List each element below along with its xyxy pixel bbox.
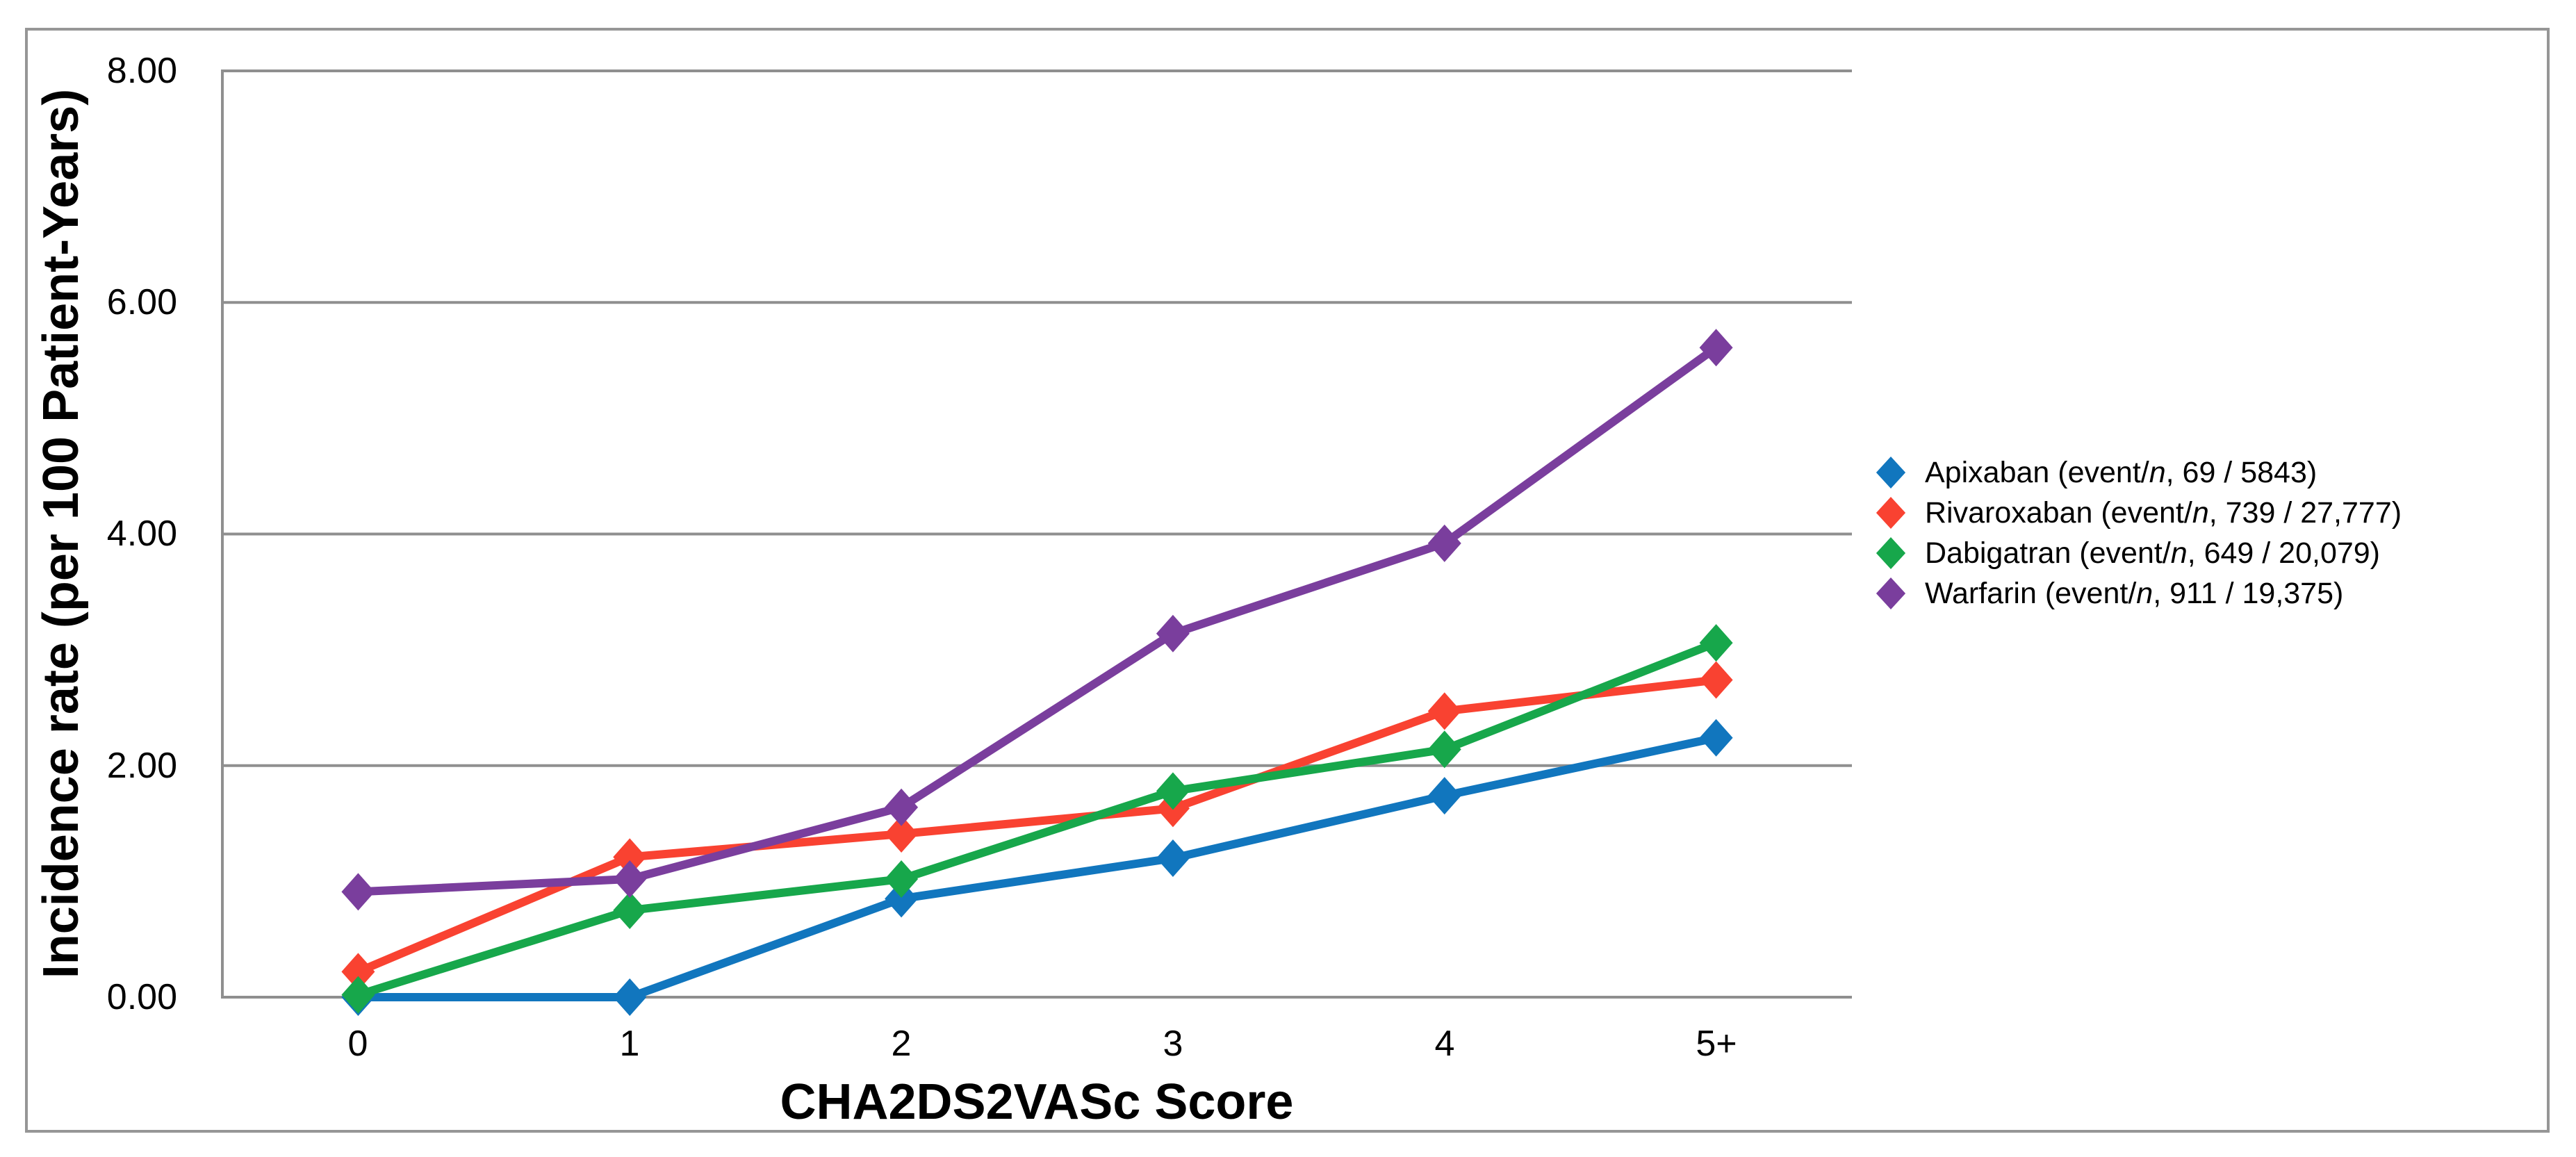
legend-label: Apixaban (event/n, 69 / 5843) <box>1925 455 2317 489</box>
data-point-warfarin-3 <box>1156 614 1190 653</box>
diamond-shape <box>1876 577 1906 609</box>
diamond-marker-icon <box>1876 457 1906 489</box>
data-point-warfarin-5+ <box>1699 329 1733 367</box>
x-tick-label: 4 <box>1434 1024 1455 1064</box>
legend-item-dabigatran: Dabigatran (event/n, 649 / 20,079) <box>1875 533 2402 573</box>
data-point-apixaban-2 <box>885 880 919 918</box>
x-tick-label: 5+ <box>1696 1024 1737 1064</box>
data-point-dabigatran-2 <box>885 860 919 898</box>
data-point-apixaban-1 <box>613 978 647 1016</box>
data-point-rivaroxaban-5+ <box>1699 661 1733 699</box>
data-point-dabigatran-0 <box>341 976 375 1014</box>
data-point-apixaban-5+ <box>1699 719 1733 757</box>
y-tick-label: 0.00 <box>106 977 177 1017</box>
y-tick-label: 2.00 <box>106 746 177 786</box>
diamond-shape <box>1876 537 1906 569</box>
data-point-rivaroxaban-4 <box>1427 692 1461 730</box>
diamond-marker-icon <box>1876 577 1906 609</box>
series-line-dabigatran <box>354 639 1721 999</box>
series-line-apixaban <box>354 733 1721 1001</box>
data-point-rivaroxaban-1 <box>613 838 647 876</box>
data-point-warfarin-1 <box>613 860 647 898</box>
diamond-marker-icon <box>1876 497 1906 529</box>
data-point-apixaban-3 <box>1156 839 1190 878</box>
data-point-rivaroxaban-2 <box>885 815 919 853</box>
x-tick-label: 0 <box>347 1024 368 1064</box>
data-point-warfarin-2 <box>885 788 919 826</box>
legend-label: Dabigatran (event/n, 649 / 20,079) <box>1925 536 2381 570</box>
data-point-warfarin-4 <box>1427 524 1461 562</box>
legend-label: Rivaroxaban (event/n, 739 / 27,777) <box>1925 495 2402 530</box>
data-point-rivaroxaban-0 <box>341 953 375 991</box>
legend-label: Warfarin (event/n, 911 / 19,375) <box>1925 576 2344 610</box>
series-line-warfarin <box>354 343 1721 896</box>
y-tick-label: 4.00 <box>106 514 177 554</box>
series-line-rivaroxaban <box>354 675 1721 976</box>
x-tick-label: 3 <box>1163 1024 1183 1064</box>
y-tick-label: 6.00 <box>106 282 177 322</box>
x-axis-title: CHA2DS2VASc Score <box>780 1074 1294 1130</box>
data-point-dabigatran-1 <box>613 892 647 930</box>
y-tick-label: 8.00 <box>106 51 177 91</box>
data-point-dabigatran-5+ <box>1699 624 1733 662</box>
data-point-warfarin-0 <box>341 873 375 911</box>
legend: Apixaban (event/n, 69 / 5843) Rivaroxaba… <box>1875 452 2402 614</box>
data-point-apixaban-4 <box>1427 777 1461 815</box>
data-point-dabigatran-3 <box>1156 772 1190 810</box>
x-tick-label: 1 <box>619 1024 640 1064</box>
legend-item-warfarin: Warfarin (event/n, 911 / 19,375) <box>1875 573 2402 614</box>
diamond-shape <box>1876 457 1906 489</box>
x-tick-label: 2 <box>891 1024 912 1064</box>
diamond-marker-icon <box>1876 537 1906 569</box>
data-point-dabigatran-4 <box>1427 730 1461 769</box>
diamond-shape <box>1876 497 1906 529</box>
legend-item-rivaroxaban: Rivaroxaban (event/n, 739 / 27,777) <box>1875 493 2402 533</box>
legend-item-apixaban: Apixaban (event/n, 69 / 5843) <box>1875 452 2402 493</box>
